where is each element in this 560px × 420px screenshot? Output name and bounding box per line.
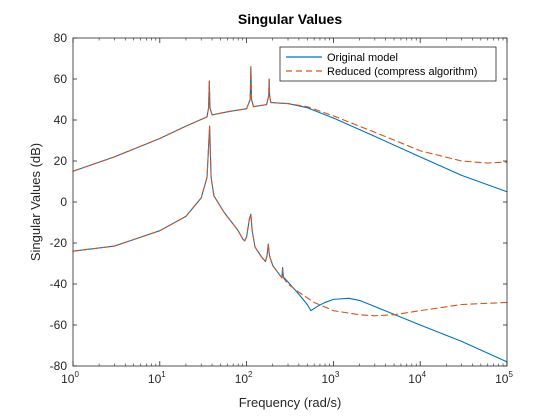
plot-area xyxy=(73,38,507,366)
y-axis-label: Singular Values (dB) xyxy=(28,143,43,261)
x-tick-label: 103 xyxy=(321,370,339,386)
y-tick-label: 40 xyxy=(54,113,68,127)
y-tick-label: -80 xyxy=(50,359,68,373)
series-line-1-curve-1 xyxy=(72,125,508,317)
labels-layer: Singular Values Frequency (rad/s) Singul… xyxy=(28,11,342,410)
legend-label-original-model: Original model xyxy=(327,52,398,64)
x-tick-label: 102 xyxy=(235,370,253,386)
series-line-1-curve-0 xyxy=(72,66,508,172)
x-tick-label: 101 xyxy=(148,370,166,386)
legend-label-reduced-model: Reduced (compress algorithm) xyxy=(327,66,477,78)
y-tick-label: 0 xyxy=(60,195,67,209)
y-tick-label: -60 xyxy=(50,318,68,332)
chart-title: Singular Values xyxy=(238,11,342,27)
y-tick-label: 60 xyxy=(54,72,68,86)
legend: Original model Reduced (compress algorit… xyxy=(279,46,497,82)
x-tick-label: 100 xyxy=(61,370,79,386)
y-tick-label: -40 xyxy=(50,277,68,291)
x-axis-label: Frequency (rad/s) xyxy=(239,395,342,410)
x-tick-label: 105 xyxy=(495,370,513,386)
y-tick-label: 80 xyxy=(54,31,68,45)
series-layer xyxy=(72,66,508,363)
y-tick-label: -20 xyxy=(50,236,68,250)
legend-box xyxy=(279,46,497,82)
x-tick-label: 104 xyxy=(408,370,426,386)
y-tick-label: 20 xyxy=(54,154,68,168)
